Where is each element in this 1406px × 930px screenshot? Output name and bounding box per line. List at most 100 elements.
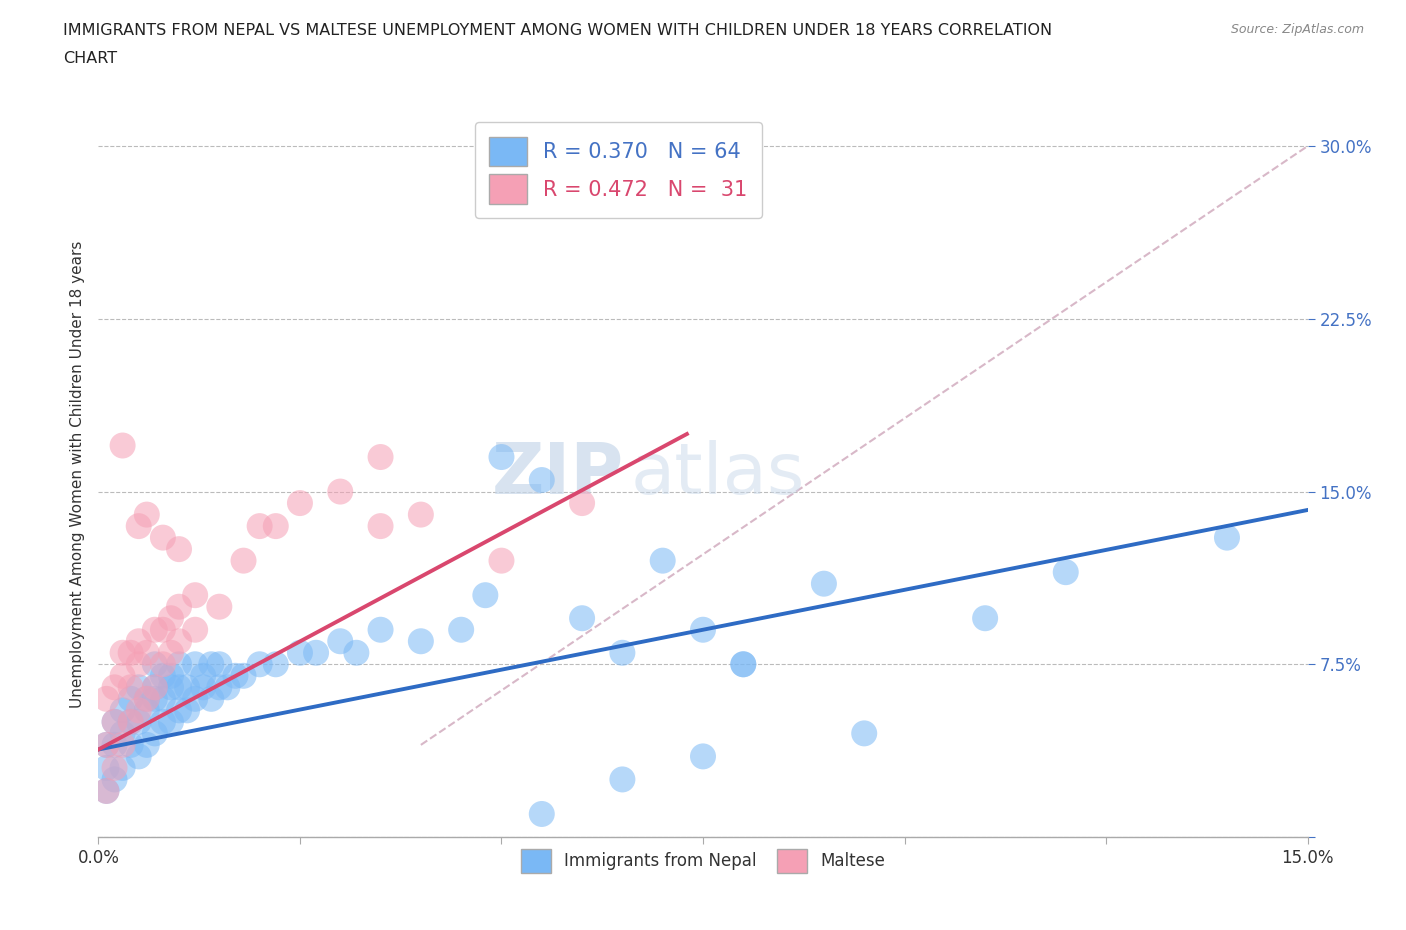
Point (450, 622, 472, 637)
Point (152, 657, 174, 671)
Point (96, 737, 118, 752)
Point (813, 577, 835, 591)
Text: Source: ZipAtlas.com: Source: ZipAtlas.com (1230, 23, 1364, 36)
Point (1054, 565, 1077, 579)
Point (135, 507, 157, 522)
Point (103, 761, 125, 776)
Point (217, 680, 239, 695)
Point (167, 599, 190, 614)
Point (111, 645, 134, 660)
Point (160, 669, 183, 684)
Text: ZIP: ZIP (492, 440, 624, 509)
Point (200, 657, 222, 671)
Point (96, 691, 118, 706)
Point (288, 645, 311, 660)
Point (184, 691, 207, 706)
Point (692, 622, 714, 637)
Point (120, 645, 142, 660)
Point (143, 657, 166, 671)
Point (264, 519, 287, 534)
Point (692, 749, 714, 764)
Point (103, 680, 125, 695)
Point (193, 669, 215, 684)
Point (853, 726, 876, 741)
Point (128, 703, 150, 718)
Text: atlas: atlas (630, 440, 804, 509)
Point (143, 691, 166, 706)
Point (103, 714, 125, 729)
Point (96, 737, 118, 752)
Point (305, 645, 328, 660)
Point (135, 645, 157, 660)
Point (120, 714, 142, 729)
Point (329, 634, 352, 649)
Point (409, 634, 432, 649)
Point (111, 669, 134, 684)
Point (651, 553, 673, 568)
Point (160, 680, 183, 695)
Point (167, 541, 190, 556)
Point (128, 634, 150, 649)
Point (176, 680, 198, 695)
Point (120, 714, 142, 729)
Point (612, 772, 634, 787)
Point (733, 657, 755, 671)
Point (167, 634, 190, 649)
Point (96, 761, 118, 776)
Point (135, 691, 157, 706)
Point (103, 772, 125, 787)
Text: IMMIGRANTS FROM NEPAL VS MALTESE UNEMPLOYMENT AMONG WOMEN WITH CHILDREN UNDER 18: IMMIGRANTS FROM NEPAL VS MALTESE UNEMPLO… (63, 23, 1053, 38)
Point (249, 657, 271, 671)
Point (370, 622, 392, 637)
Point (96, 783, 118, 798)
Point (160, 714, 183, 729)
Point (193, 680, 215, 695)
Point (288, 496, 311, 511)
Point (167, 703, 190, 718)
Point (143, 622, 166, 637)
Point (103, 714, 125, 729)
Point (491, 553, 513, 568)
Point (152, 714, 174, 729)
Point (152, 691, 174, 706)
Point (1216, 530, 1239, 545)
Point (111, 737, 134, 752)
Point (128, 657, 150, 671)
Point (167, 657, 190, 671)
Point (128, 519, 150, 534)
Point (224, 669, 246, 684)
Point (152, 622, 174, 637)
Point (135, 691, 157, 706)
Text: CHART: CHART (63, 51, 117, 66)
Point (120, 737, 142, 752)
Point (111, 703, 134, 718)
Point (208, 599, 231, 614)
Point (491, 449, 513, 464)
Legend: Immigrants from Nepal, Maltese: Immigrants from Nepal, Maltese (515, 843, 891, 880)
Point (143, 680, 166, 695)
Point (200, 691, 222, 706)
Point (160, 645, 183, 660)
Point (571, 496, 593, 511)
Point (530, 806, 553, 821)
Point (249, 519, 271, 534)
Point (530, 472, 553, 487)
Point (111, 438, 134, 453)
Point (370, 519, 392, 534)
Point (152, 530, 174, 545)
Point (184, 657, 207, 671)
Point (409, 507, 432, 522)
Point (329, 485, 352, 499)
Point (111, 761, 134, 776)
Point (96, 783, 118, 798)
Point (103, 737, 125, 752)
Point (111, 726, 134, 741)
Point (733, 657, 755, 671)
Point (232, 553, 254, 568)
Point (264, 657, 287, 671)
Point (120, 691, 142, 706)
Point (612, 645, 634, 660)
Point (176, 703, 198, 718)
Point (571, 611, 593, 626)
Point (184, 588, 207, 603)
